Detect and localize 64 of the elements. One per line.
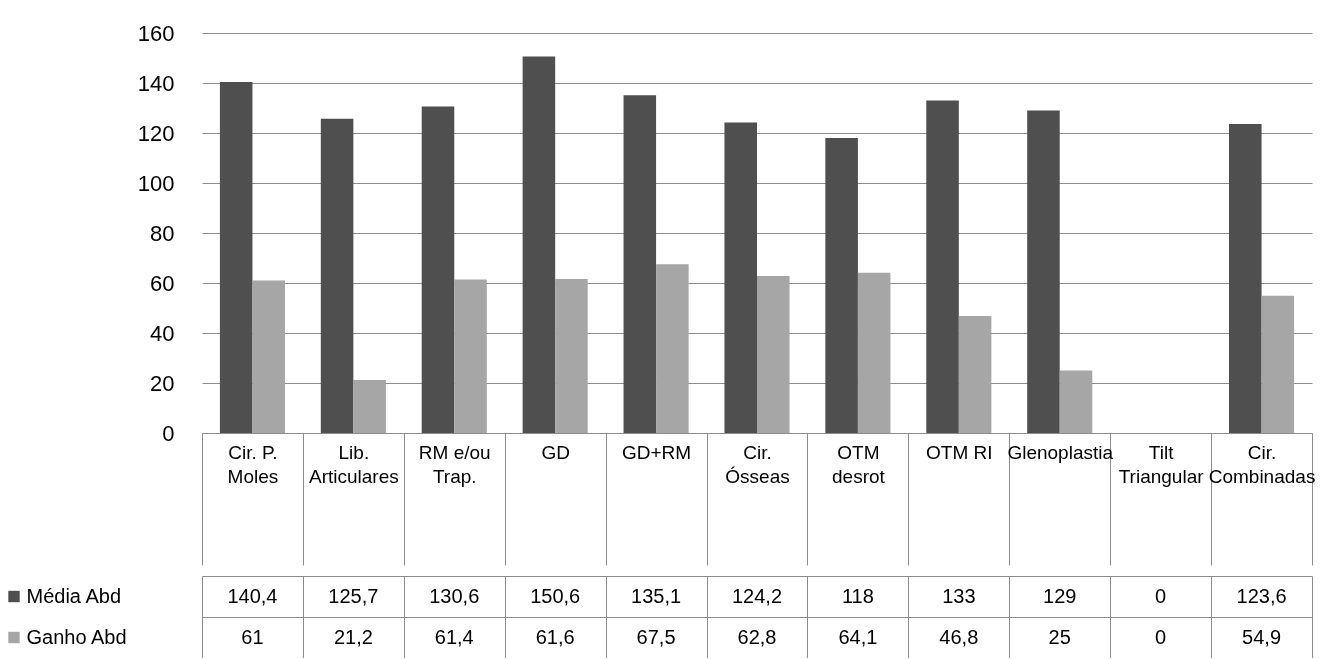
data-label: 130,6	[429, 584, 480, 607]
y-tick-label: 100	[137, 170, 175, 196]
y-tick-label: 120	[137, 120, 175, 146]
y-tick-label: 60	[150, 270, 175, 296]
data-label: 118	[841, 584, 874, 607]
bar	[825, 138, 858, 433]
x-tick-label: OTM RI	[926, 441, 993, 463]
legend-label: Média Abd	[26, 585, 122, 607]
bar	[623, 95, 657, 433]
data-label: 54,9	[1242, 625, 1282, 648]
y-tick-label: 20	[150, 370, 175, 396]
data-label: 124,2	[731, 584, 783, 607]
data-label: 61,6	[535, 625, 575, 648]
bar	[926, 100, 959, 433]
x-tick-label: Tilt Triangular	[1118, 441, 1205, 487]
data-label: 150,6	[530, 584, 581, 607]
data-label: 67,5	[636, 625, 676, 648]
data-label: 61	[241, 625, 264, 648]
x-tick-label: GD+RM	[622, 441, 692, 463]
data-label: 0	[1155, 625, 1167, 648]
data-label: 0	[1155, 584, 1167, 607]
bar	[252, 280, 286, 433]
y-tick-label: 40	[150, 320, 175, 346]
data-label: 25	[1048, 625, 1071, 648]
x-tick-label: Cir. P. Moles	[227, 441, 279, 487]
bar	[656, 264, 689, 433]
data-label: 61,4	[434, 625, 474, 648]
bar	[1261, 295, 1295, 433]
data-label: 140,4	[227, 584, 278, 607]
bar	[421, 106, 455, 433]
x-tick-label: GD	[541, 441, 570, 463]
bar	[353, 380, 386, 433]
legend-label: Ganho Abd	[26, 626, 127, 648]
y-tick-label: 0	[162, 420, 175, 446]
bar	[320, 118, 354, 433]
y-tick-label: 80	[150, 220, 175, 246]
x-tick-label: OTM desrot	[832, 441, 886, 487]
data-label: 123,6	[1236, 584, 1287, 607]
x-tick-label: Lib. Articulares	[308, 441, 399, 487]
x-tick-label: RM e/ou Trap.	[418, 441, 491, 487]
data-label: 21,2	[333, 625, 373, 648]
data-label: 135,1	[631, 584, 682, 607]
bar	[522, 56, 556, 433]
data-label: 125,7	[328, 584, 379, 607]
bar	[1027, 110, 1060, 433]
bar	[958, 316, 992, 433]
bar	[857, 272, 891, 433]
bar	[757, 276, 790, 433]
bar	[724, 122, 757, 433]
data-label: 46,8	[939, 625, 979, 648]
bar	[1059, 370, 1093, 433]
y-tick-label: 140	[137, 70, 175, 96]
x-tick-label: Cir. Ósseas	[725, 441, 790, 487]
x-tick-label: Cir. Combinadas	[1208, 441, 1316, 487]
data-label: 129	[1043, 584, 1077, 607]
bar	[555, 279, 588, 433]
data-label: 62,8	[737, 625, 777, 648]
bar	[219, 82, 253, 433]
x-tick-label: Glenoplastia	[1007, 441, 1114, 463]
data-label: 133	[942, 584, 976, 607]
bar	[1228, 124, 1262, 433]
bar	[454, 279, 487, 433]
y-tick-label: 160	[137, 20, 175, 46]
data-label: 64,1	[838, 625, 878, 648]
